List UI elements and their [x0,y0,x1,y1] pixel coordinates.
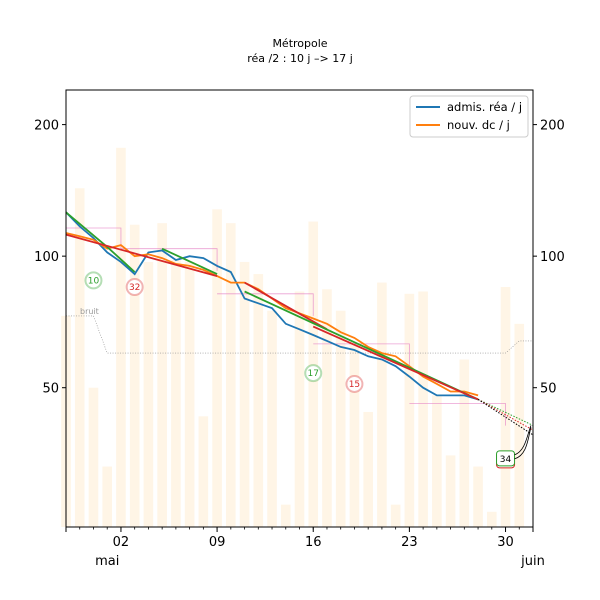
step-box-4 [409,403,506,426]
step-box-3 [313,343,410,366]
x-tick-label-02: 02 [113,535,130,550]
daily-bars [61,147,525,528]
noise-line [66,315,533,354]
circle-badge-3 [345,374,364,393]
axes: 50 50 100 100 200 200 02 09 16 23 30 mai juin [34,119,565,569]
x-tick-label-30: 30 [497,535,514,550]
bar-2020-05-10 [226,223,236,527]
fit-line-0 [65,211,136,273]
chart-subtitle: réa /2 : 10 j –> 17 j [247,52,353,65]
bar-2020-04-29 [74,188,85,528]
month-label-mai: mai [95,554,119,569]
bar-2020-05-12 [253,274,264,527]
bar-2020-05-17 [322,289,332,527]
bar-2020-05-25 [432,395,442,527]
bar-2020-05-24 [418,291,428,527]
circle-badge-2 [304,364,323,383]
y-tick-label-left-100: 100 [34,250,59,265]
bar-2020-05-09 [212,209,222,527]
bar-2020-05-31 [514,323,525,527]
annotation-arrow-0 [514,425,532,456]
fit-line-5 [312,325,479,401]
bar-2020-05-18 [335,310,346,527]
bar-2020-05-11 [239,261,250,527]
legend-label-0: admis. réa / j [447,100,522,114]
bar-2020-05-21 [377,282,387,527]
circle-badge-1 [125,277,144,296]
y-tick-label-right-200: 200 [540,119,565,134]
fit-lines [65,211,534,436]
bar-2020-05-27 [459,359,470,527]
series-line-0 [65,211,479,401]
legend-label-1: nouv. dc / j [447,118,510,132]
bar-2020-05-05 [157,223,167,527]
x-tick-label-16: 16 [305,535,322,550]
bar-2020-05-06 [171,259,181,527]
bar-2020-05-22 [390,504,401,527]
y-tick-label-left-200: 200 [34,119,59,134]
bar-2020-05-29 [486,511,497,527]
bar-2020-05-07 [184,261,195,527]
bar-2020-05-01 [102,466,113,527]
projection-line-1 [477,398,534,431]
y-tick-label-left-50: 50 [42,382,59,397]
box-badge [496,450,516,467]
projection-line-2 [477,398,534,436]
fit-line-2 [161,247,218,275]
circle-label-3: 15 [349,380,360,390]
x-tick-label-23: 23 [401,535,418,550]
noise-label: bruit [80,307,99,316]
bar-2020-05-14 [280,504,291,527]
bar-2020-05-28 [473,466,483,527]
bar-2020-05-20 [363,411,373,527]
bar-2020-05-15 [294,291,305,527]
circle-label-2: 17 [308,369,319,379]
bar-2020-05-04 [143,261,154,527]
circle-label-0: 10 [88,276,100,286]
bar-2020-05-19 [349,343,360,527]
bar-2020-05-03 [129,224,140,527]
projection-line-0 [477,398,534,426]
bar-2020-05-26 [445,455,456,527]
month-label-juin: juin [520,554,545,569]
circle-label-1: 32 [129,283,140,293]
legend: admis. réa / j nouv. dc / j [409,95,529,138]
chart-title: Métropole [272,37,327,50]
y-tick-label-right-100: 100 [540,250,565,265]
box-label: 34 [500,455,512,465]
annotations: 10 32 17 15 34 [84,271,532,469]
bar-2020-04-30 [88,387,99,527]
fit-line-3 [244,281,328,331]
annotation-arrow-1 [514,427,532,460]
bar-2020-05-23 [404,293,415,527]
y-tick-label-right-50: 50 [540,382,557,397]
x-tick-label-09: 09 [209,535,226,550]
noise-band: bruit [66,307,533,354]
step-box-1 [120,248,218,271]
bar-2020-05-02 [116,147,126,527]
bar-2020-05-08 [198,416,209,527]
bar-2020-05-13 [267,310,277,527]
fit-line-1 [65,233,218,277]
circle-badge-0 [84,271,103,290]
